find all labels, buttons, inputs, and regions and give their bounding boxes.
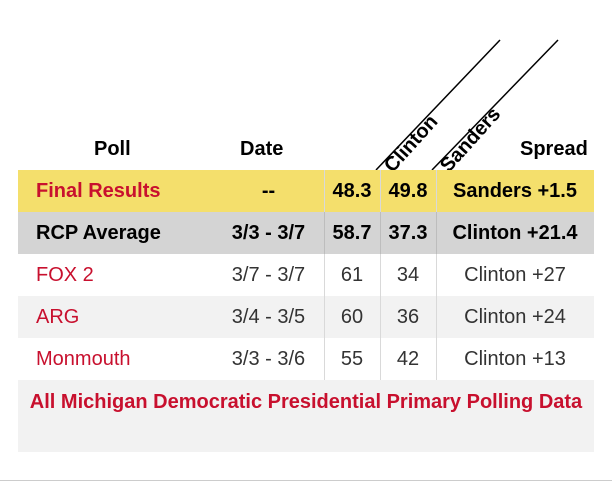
cell-sanders: 34 xyxy=(396,263,420,286)
column-divider xyxy=(324,296,325,338)
cell-poll: RCP Average xyxy=(36,221,161,244)
column-divider xyxy=(436,296,437,338)
cell-clinton: 61 xyxy=(340,263,364,286)
poll-link[interactable]: ARG xyxy=(36,305,80,328)
header-diagonal-lines xyxy=(375,39,559,170)
cell-sanders: 42 xyxy=(396,347,420,370)
column-divider xyxy=(324,338,325,380)
cell-spread: Clinton +27 xyxy=(464,263,566,286)
column-divider xyxy=(324,212,325,254)
all-polling-data-link[interactable]: All Michigan Democratic Presidential Pri… xyxy=(18,380,594,452)
column-divider xyxy=(380,170,381,212)
table-row-rcp-average: RCP Average 3/3 - 3/7 58.7 37.3 Clinton … xyxy=(18,212,594,254)
column-divider xyxy=(380,212,381,254)
cell-spread: Sanders +1.5 xyxy=(453,179,577,202)
cell-clinton: 58.7 xyxy=(332,221,372,244)
header-poll[interactable]: Poll xyxy=(94,138,131,160)
cell-date: 3/7 - 3/7 xyxy=(231,263,306,286)
table-row: FOX 2 3/7 - 3/7 61 34 Clinton +27 xyxy=(18,254,594,296)
column-divider xyxy=(380,296,381,338)
column-divider xyxy=(436,254,437,296)
cell-date: 3/3 - 3/7 xyxy=(231,221,306,244)
cell-date: 3/4 - 3/5 xyxy=(231,305,306,328)
cell-sanders: 49.8 xyxy=(388,179,428,202)
cell-spread: Clinton +24 xyxy=(464,305,566,328)
cell-sanders: 37.3 xyxy=(388,221,428,244)
poll-link[interactable]: FOX 2 xyxy=(36,263,94,286)
poll-link[interactable]: Monmouth xyxy=(36,347,131,370)
table-row-final-results: Final Results -- 48.3 49.8 Sanders +1.5 xyxy=(18,170,594,212)
column-divider xyxy=(436,170,437,212)
column-divider xyxy=(436,338,437,380)
header-date[interactable]: Date xyxy=(240,138,284,160)
column-divider xyxy=(380,338,381,380)
cell-clinton: 60 xyxy=(340,305,364,328)
polling-table: Poll Date Clinton Sanders Spread Final R… xyxy=(18,0,594,452)
cell-sanders: 36 xyxy=(396,305,420,328)
column-divider xyxy=(436,212,437,254)
cell-spread: Clinton +13 xyxy=(464,347,566,370)
table-row: Monmouth 3/3 - 3/6 55 42 Clinton +13 xyxy=(18,338,594,380)
cell-spread: Clinton +21.4 xyxy=(452,221,578,244)
cell-date: -- xyxy=(261,179,276,202)
column-divider xyxy=(324,254,325,296)
column-divider xyxy=(324,170,325,212)
table-row: ARG 3/4 - 3/5 60 36 Clinton +24 xyxy=(18,296,594,338)
cell-poll: Final Results xyxy=(36,179,161,202)
header-spread[interactable]: Spread xyxy=(520,138,588,160)
cell-date: 3/3 - 3/6 xyxy=(231,347,306,370)
divider xyxy=(0,480,612,481)
cell-clinton: 55 xyxy=(340,347,364,370)
table-header: Poll Date Clinton Sanders Spread xyxy=(18,0,594,177)
column-divider xyxy=(380,254,381,296)
cell-clinton: 48.3 xyxy=(332,179,372,202)
